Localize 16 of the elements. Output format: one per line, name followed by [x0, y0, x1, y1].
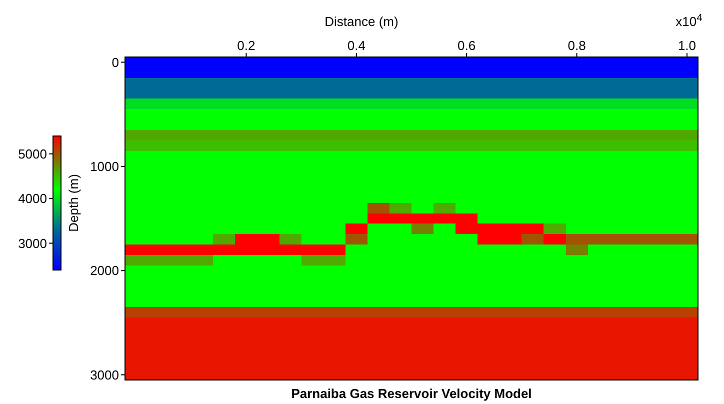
color-bar-label: 5000 [18, 146, 47, 162]
x-tick-label: 0.6 [458, 38, 476, 53]
y-tick-label: 0 [112, 54, 119, 70]
y-axis-title: Depth (m) [66, 174, 81, 232]
y-tick-label: 1000 [90, 158, 119, 174]
color-bar-label: 4000 [18, 191, 47, 206]
y-tick-label: 3000 [90, 367, 119, 382]
color-bar-label: 3000 [18, 236, 47, 251]
text: x10$^{4}$ [676, 12, 703, 29]
x-tick-label: 1.0 [678, 38, 696, 53]
x-tick-label: 0.8 [568, 38, 586, 53]
text: Parnaiba Gas Reservoir Velocity Model [291, 386, 532, 401]
x-tick-label: 0.2 [237, 38, 256, 53]
x-axis-title: Distance (m) [324, 14, 398, 29]
y-tick-label: 2000 [90, 263, 119, 278]
x-tick-label: 0.4 [347, 38, 366, 53]
